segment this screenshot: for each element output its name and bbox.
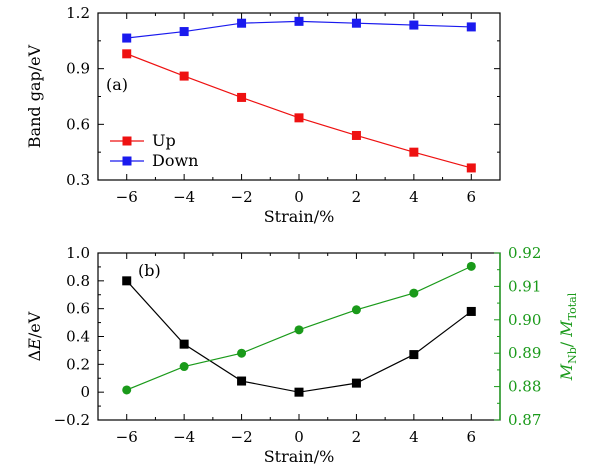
right-y-tick-label: 0.89 (508, 344, 541, 362)
data-point-0-4 (351, 378, 361, 388)
data-point-0-0 (122, 49, 132, 59)
data-point-1-6 (466, 261, 476, 271)
data-point-0-0 (122, 276, 132, 286)
x-tick-label: 6 (467, 188, 477, 206)
data-point-1-0 (122, 385, 132, 395)
data-point-0-1 (179, 339, 189, 349)
x-tick-label: 2 (352, 188, 362, 206)
x-tick-label: −2 (231, 428, 253, 446)
y-tick-label: 0 (80, 383, 90, 401)
right-y-tick-label: 0.90 (508, 311, 541, 329)
legend-marker-0 (122, 136, 132, 146)
y-axis-title-b: ΔE/eV (25, 311, 44, 361)
y-tick-label: 0.8 (66, 272, 90, 290)
y-tick-label: 1.2 (66, 4, 90, 22)
x-axis-title-a: Strain/% (264, 207, 335, 226)
data-point-0-6 (466, 163, 476, 173)
legend-label-0: Up (152, 131, 176, 150)
data-point-1-5 (409, 20, 419, 30)
x-tick-label: −4 (173, 428, 195, 446)
y-tick-label: 0.9 (66, 60, 90, 78)
x-tick-label: −6 (116, 428, 138, 446)
y-tick-label: −0.2 (54, 411, 90, 429)
data-point-0-3 (294, 387, 304, 397)
legend-marker-1 (122, 156, 132, 166)
x-tick-label: 0 (294, 188, 304, 206)
panel-a: −6 −4 −2 0 2 4 6 0.3 0.6 0.9 1.2 (a) Strain/% Band… (25, 4, 501, 226)
x-tick-label: −2 (231, 188, 253, 206)
y-tick-label: 0.2 (66, 355, 90, 373)
y-tick-label: 1.0 (66, 244, 90, 262)
y-tick-label: 0.6 (66, 300, 90, 318)
data-point-1-4 (351, 18, 361, 28)
y-tick-label: 0.3 (66, 171, 90, 189)
data-point-0-6 (466, 306, 476, 316)
panel-b: −6 −4 −2 0 2 4 6 −0.2 0 0.2 0.4 0.6 0.8 1.0 0.87 0.88 0.… (25, 244, 579, 466)
data-point-1-4 (351, 305, 361, 315)
x-tick-label: 0 (294, 428, 304, 446)
data-point-0-4 (351, 130, 361, 140)
data-point-1-3 (294, 325, 304, 335)
data-point-1-0 (122, 33, 132, 43)
right-y-tick-label: 0.88 (508, 378, 541, 396)
y-tick-label: 0.4 (66, 328, 90, 346)
data-point-1-3 (294, 16, 304, 26)
series-line-0 (126, 280, 472, 393)
x-axis-title-b: Strain/% (264, 447, 335, 466)
right-axis-title-b: MNb/ MTotal (557, 292, 579, 381)
data-point-1-6 (466, 22, 476, 32)
x-tick-label: −6 (116, 188, 138, 206)
right-y-tick-label: 0.92 (508, 244, 541, 262)
x-tick-label: −4 (173, 188, 195, 206)
data-point-0-3 (294, 113, 304, 123)
right-y-tick-label: 0.87 (508, 411, 541, 429)
y-axis-title-a: Band gap/eV (25, 44, 44, 148)
panel-label-b: (b) (138, 261, 161, 280)
x-tick-label: 2 (352, 428, 362, 446)
x-tick-label: 6 (467, 428, 477, 446)
legend-label-1: Down (152, 151, 198, 170)
data-point-0-1 (179, 71, 189, 81)
data-point-0-2 (237, 376, 247, 386)
data-point-0-2 (237, 92, 247, 102)
panel-label-a: (a) (106, 75, 128, 94)
x-tick-label: 4 (409, 188, 419, 206)
data-point-1-2 (237, 18, 247, 28)
data-point-1-1 (179, 362, 189, 372)
data-point-0-5 (409, 350, 419, 360)
data-point-1-2 (237, 348, 247, 358)
y-tick-label: 0.6 (66, 115, 90, 133)
data-point-1-1 (179, 27, 189, 37)
right-y-tick-label: 0.91 (508, 277, 541, 295)
data-point-0-5 (409, 147, 419, 157)
data-point-1-5 (409, 288, 419, 298)
x-tick-label: 4 (409, 428, 419, 446)
